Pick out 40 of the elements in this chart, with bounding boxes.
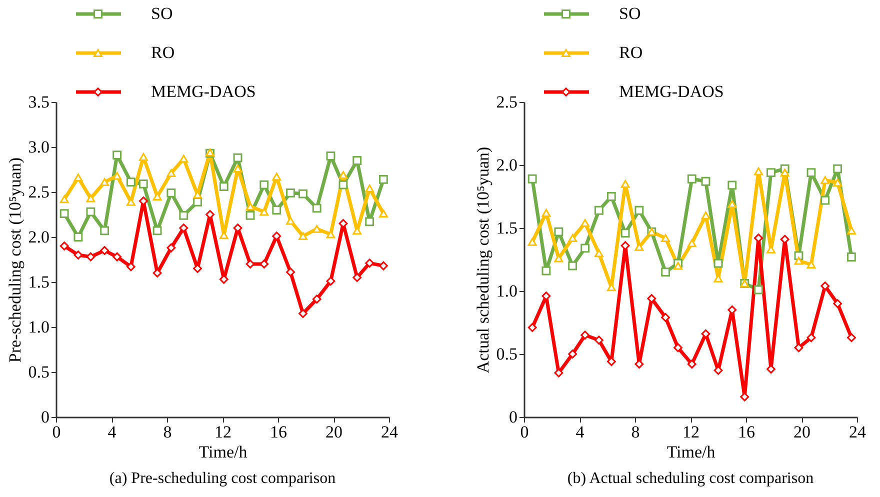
y-tick-label: 1.0	[496, 282, 518, 300]
y-axis-title: Actual scheduling cost (10⁵yuan)	[473, 146, 492, 374]
x-tick-label: 24	[381, 422, 398, 442]
x-tick-label: 4	[108, 422, 117, 442]
y-tick-label: 2.0	[28, 228, 50, 246]
legend-label: MEMG-DAOS	[619, 82, 724, 101]
legend-label: RO	[151, 43, 175, 62]
text: (a) Pre-scheduling cost comparison	[109, 470, 336, 487]
x-tick-label: 16	[270, 422, 287, 442]
legend-label: SO	[151, 4, 173, 23]
y-tick-label: 3.0	[28, 138, 50, 156]
x-tick-label: 20	[326, 422, 342, 442]
x-tick-label: 8	[163, 422, 172, 442]
y-tick-label: 2.5	[496, 92, 518, 112]
y-tick-label: 2.5	[28, 182, 50, 202]
x-tick-label: 0	[52, 422, 61, 442]
x-tick-label: 8	[631, 422, 640, 442]
y-tick-label: 0	[509, 408, 518, 426]
x-tick-label: 12	[214, 422, 232, 442]
text: (b) Actual scheduling cost comparison	[567, 470, 814, 487]
x-tick-label: 16	[738, 422, 755, 442]
legend-label: SO	[619, 4, 641, 23]
y-tick-label: 0.5	[28, 362, 50, 382]
y-tick-label: 0.5	[496, 344, 518, 364]
y-tick-label: 3.5	[28, 92, 50, 112]
y-tick-label: 1.0	[28, 318, 50, 336]
y-tick-label: 2.0	[496, 156, 518, 174]
y-tick-label: 0	[41, 408, 50, 426]
x-tick-label: 0	[520, 422, 529, 442]
y-tick-label: 1.5	[496, 218, 518, 238]
legend-label: RO	[619, 43, 643, 62]
legend-label: MEMG-DAOS	[151, 82, 256, 101]
y-tick-label: 1.5	[28, 272, 50, 292]
y-axis-title: Pre-scheduling cost (10⁵yuan)	[5, 157, 24, 363]
x-axis-title: Time/h	[666, 442, 716, 462]
x-tick-label: 12	[682, 422, 700, 442]
x-tick-label: 24	[849, 422, 866, 442]
x-tick-label: 4	[576, 422, 585, 442]
x-axis-title: Time/h	[198, 442, 248, 462]
x-tick-label: 20	[794, 422, 810, 442]
